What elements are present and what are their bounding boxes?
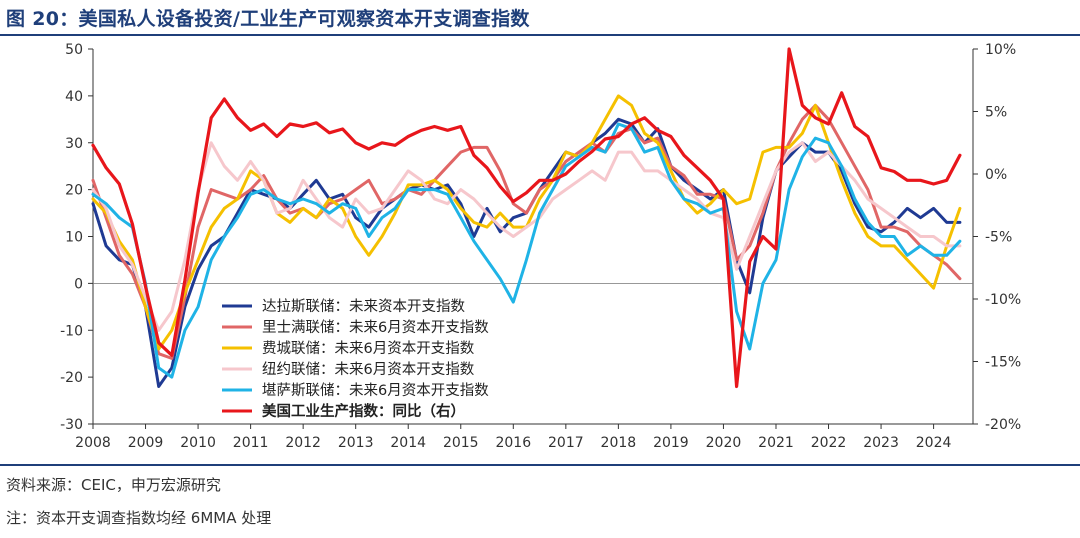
x-tick-label: 2018	[601, 435, 637, 451]
legend-label-4: 纽约联储：未来6月资本开支指数	[262, 361, 475, 378]
right-tick-label: 10%	[985, 42, 1016, 58]
left-tick-label: -10	[60, 323, 83, 339]
series-line-4	[91, 141, 962, 332]
legend-label-3: 费城联储：未来6月资本开支指数	[262, 340, 475, 357]
x-axis-ticks: 2008 2009 2010 2011 2012 2013 2014 2015 2016 2017…	[75, 424, 951, 451]
legend: 达拉斯联储：未来资本开支指数里士满联储：未来6月资本开支指数费城联储：未来6月资…	[222, 298, 489, 420]
left-tick-label: 50	[65, 42, 83, 58]
right-axis-ticks: -20% -15% -10% -5% 0% 5% 10%	[973, 42, 1021, 433]
left-axis-ticks: -30 -20 -10 0 10 20 30 40 50	[60, 42, 93, 433]
x-tick-label: 2022	[811, 435, 847, 451]
series-line-5	[91, 122, 962, 379]
left-tick-label: 20	[65, 183, 83, 199]
legend-label-5: 堪萨斯联储：未来6月资本开支指数	[262, 382, 489, 399]
left-tick-label: 10	[65, 230, 83, 246]
left-tick-label: -30	[60, 417, 83, 433]
right-tick-label: -20%	[985, 417, 1021, 433]
series-lines	[91, 47, 962, 389]
x-tick-label: 2015	[443, 435, 479, 451]
series-line-3	[91, 94, 962, 351]
chart-title: 图 20：美国私人设备投资/工业生产可观察资本开支调查指数	[6, 8, 530, 30]
left-tick-label: 40	[65, 89, 83, 105]
x-tick-label: 2024	[916, 435, 952, 451]
x-tick-label: 2011	[233, 435, 269, 451]
footer-divider	[0, 464, 1080, 466]
legend-label-6: 美国工业生产指数：同比（右）	[262, 402, 465, 420]
footnote: 注：资本开支调查指数均经 6MMA 处理	[6, 509, 272, 527]
left-tick-label: -20	[60, 370, 83, 386]
x-tick-label: 2020	[706, 435, 742, 451]
x-tick-label: 2016	[495, 435, 531, 451]
x-tick-label: 2008	[75, 435, 111, 451]
legend-label-2: 里士满联储：未来6月资本开支指数	[262, 319, 489, 336]
legend-label-1: 达拉斯联储：未来资本开支指数	[262, 298, 465, 315]
x-tick-label: 2012	[285, 435, 321, 451]
right-tick-label: -5%	[985, 230, 1012, 246]
x-tick-label: 2013	[338, 435, 374, 451]
left-tick-label: 30	[65, 136, 83, 152]
x-tick-label: 2021	[758, 435, 794, 451]
series-line-6	[91, 47, 962, 389]
right-tick-label: -10%	[985, 292, 1021, 308]
right-tick-label: -15%	[985, 355, 1021, 371]
x-tick-label: 2010	[180, 435, 216, 451]
x-tick-label: 2019	[653, 435, 689, 451]
title-divider	[0, 34, 1080, 36]
right-tick-label: 0%	[985, 167, 1007, 183]
line-chart: -30 -20 -10 0 10 20 30 40 50 -20% -15% -10% -5% 0% 5%…	[60, 42, 1021, 451]
source-note: 资料来源：CEIC，申万宏源研究	[6, 476, 221, 494]
x-tick-label: 2023	[863, 435, 899, 451]
series-line-1	[91, 117, 962, 388]
right-tick-label: 5%	[985, 105, 1007, 121]
x-tick-label: 2017	[548, 435, 584, 451]
left-tick-label: 0	[74, 276, 83, 292]
x-tick-label: 2014	[390, 435, 426, 451]
x-tick-label: 2009	[128, 435, 164, 451]
